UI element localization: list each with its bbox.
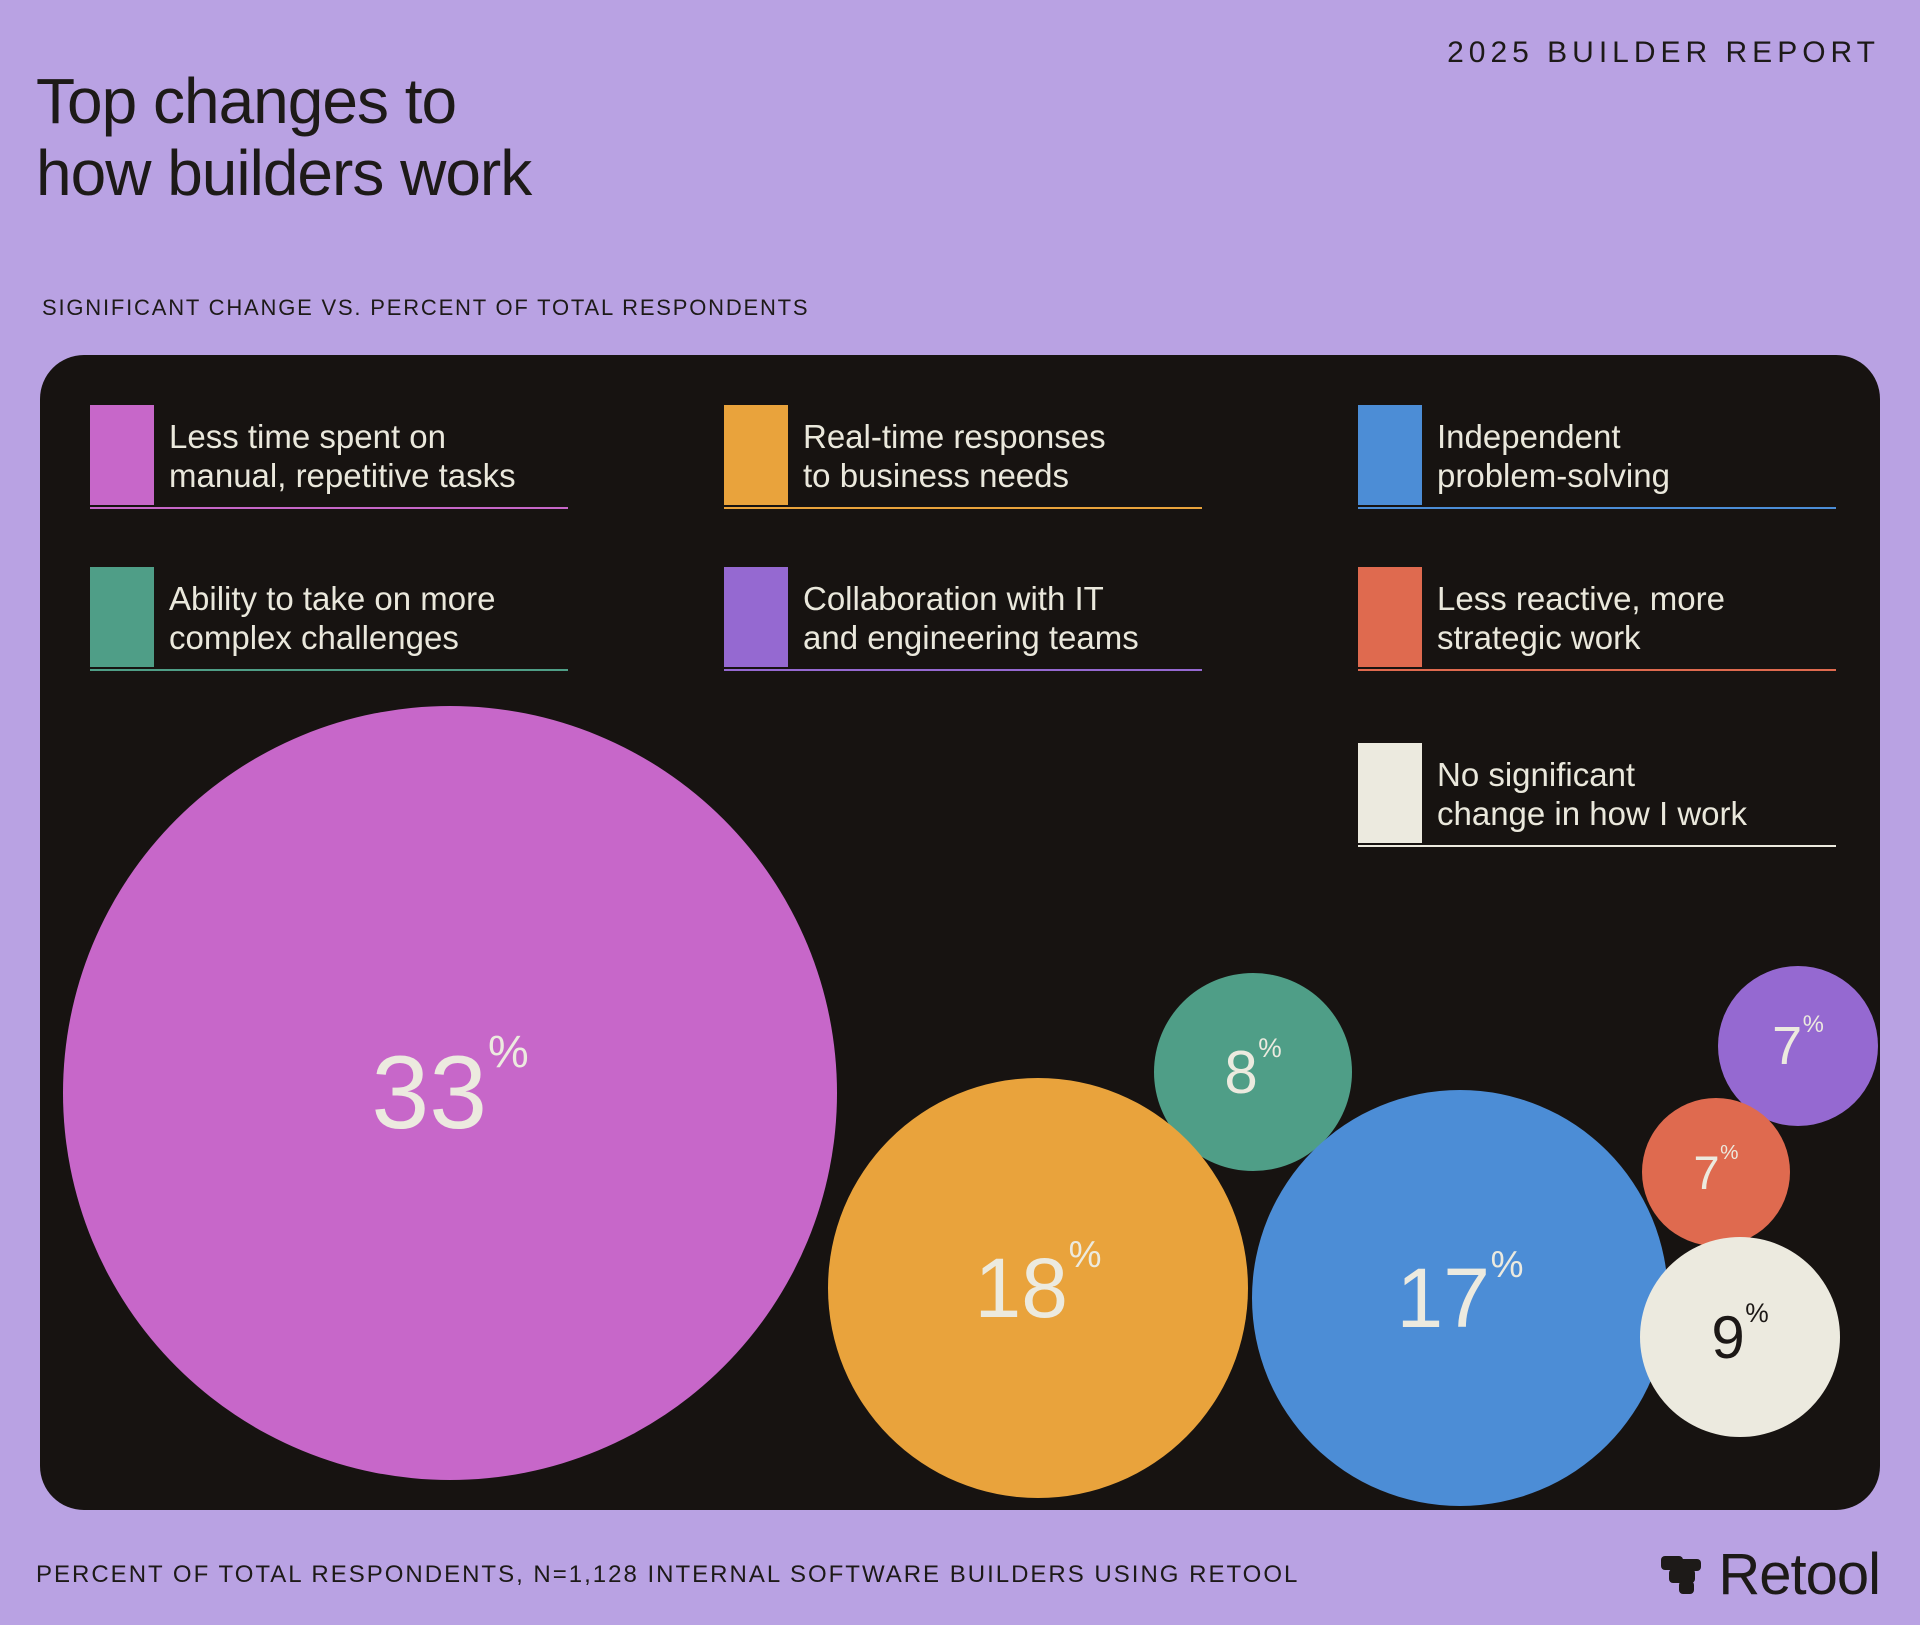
legend-swatch [1358,405,1422,505]
legend-item: Real-time responses to business needs [724,405,1202,509]
bubble: 7% [1718,966,1878,1126]
legend-swatch [724,567,788,667]
bubble: 17% [1252,1090,1668,1506]
legend-label: Less reactive, more strategic work [1437,580,1725,656]
bubble: 7% [1642,1098,1790,1246]
legend-label: Collaboration with IT and engineering te… [803,580,1139,656]
legend-swatch [90,405,154,505]
chart-subtitle: SIGNIFICANT CHANGE VS. PERCENT OF TOTAL … [42,295,810,320]
legend-item: Independent problem-solving [1358,405,1836,509]
bubble: 8% [1154,973,1352,1171]
footer: PERCENT OF TOTAL RESPONDENTS, N=1,128 IN… [36,1538,1881,1612]
legend-swatch [1358,567,1422,667]
footer-note: PERCENT OF TOTAL RESPONDENTS, N=1,128 IN… [36,1561,1300,1588]
retool-logo-icon [1660,1553,1704,1597]
brand: Retool [1660,1542,1881,1607]
bubble-value: 9% [1711,1298,1769,1371]
legend-item: Less time spent on manual, repetitive ta… [90,405,568,509]
bubble-value: 7% [1693,1141,1739,1199]
legend-item: Less reactive, more strategic work [1358,567,1836,671]
bubble: 18% [828,1078,1248,1498]
legend-swatch [1358,743,1422,843]
bubble-value: 8% [1224,1033,1282,1106]
bubble-value: 33% [371,1026,529,1151]
bubble-value: 7% [1772,1011,1824,1076]
bubble-value: 17% [1396,1243,1524,1345]
brand-wordmark: Retool [1718,1542,1881,1607]
bubble: 9% [1640,1237,1840,1437]
legend-item: Ability to take on more complex challeng… [90,567,568,671]
legend-label: No significant change in how I work [1437,756,1748,832]
bubble: 33% [63,706,837,1480]
legend-label: Ability to take on more complex challeng… [169,580,496,656]
legend-swatch [724,405,788,505]
chart-card: Less time spent on manual, repetitive ta… [40,355,1880,1510]
legend-label: Real-time responses to business needs [803,418,1106,494]
bubble-value: 18% [974,1233,1102,1335]
page-title: Top changes to how builders work [36,64,532,209]
legend-item: Collaboration with IT and engineering te… [724,567,1202,671]
legend-item: No significant change in how I work [1358,743,1836,847]
legend-label: Independent problem-solving [1437,418,1670,494]
legend-swatch [90,567,154,667]
legend-label: Less time spent on manual, repetitive ta… [169,418,516,494]
report-label: 2025 BUILDER REPORT [1447,36,1880,69]
